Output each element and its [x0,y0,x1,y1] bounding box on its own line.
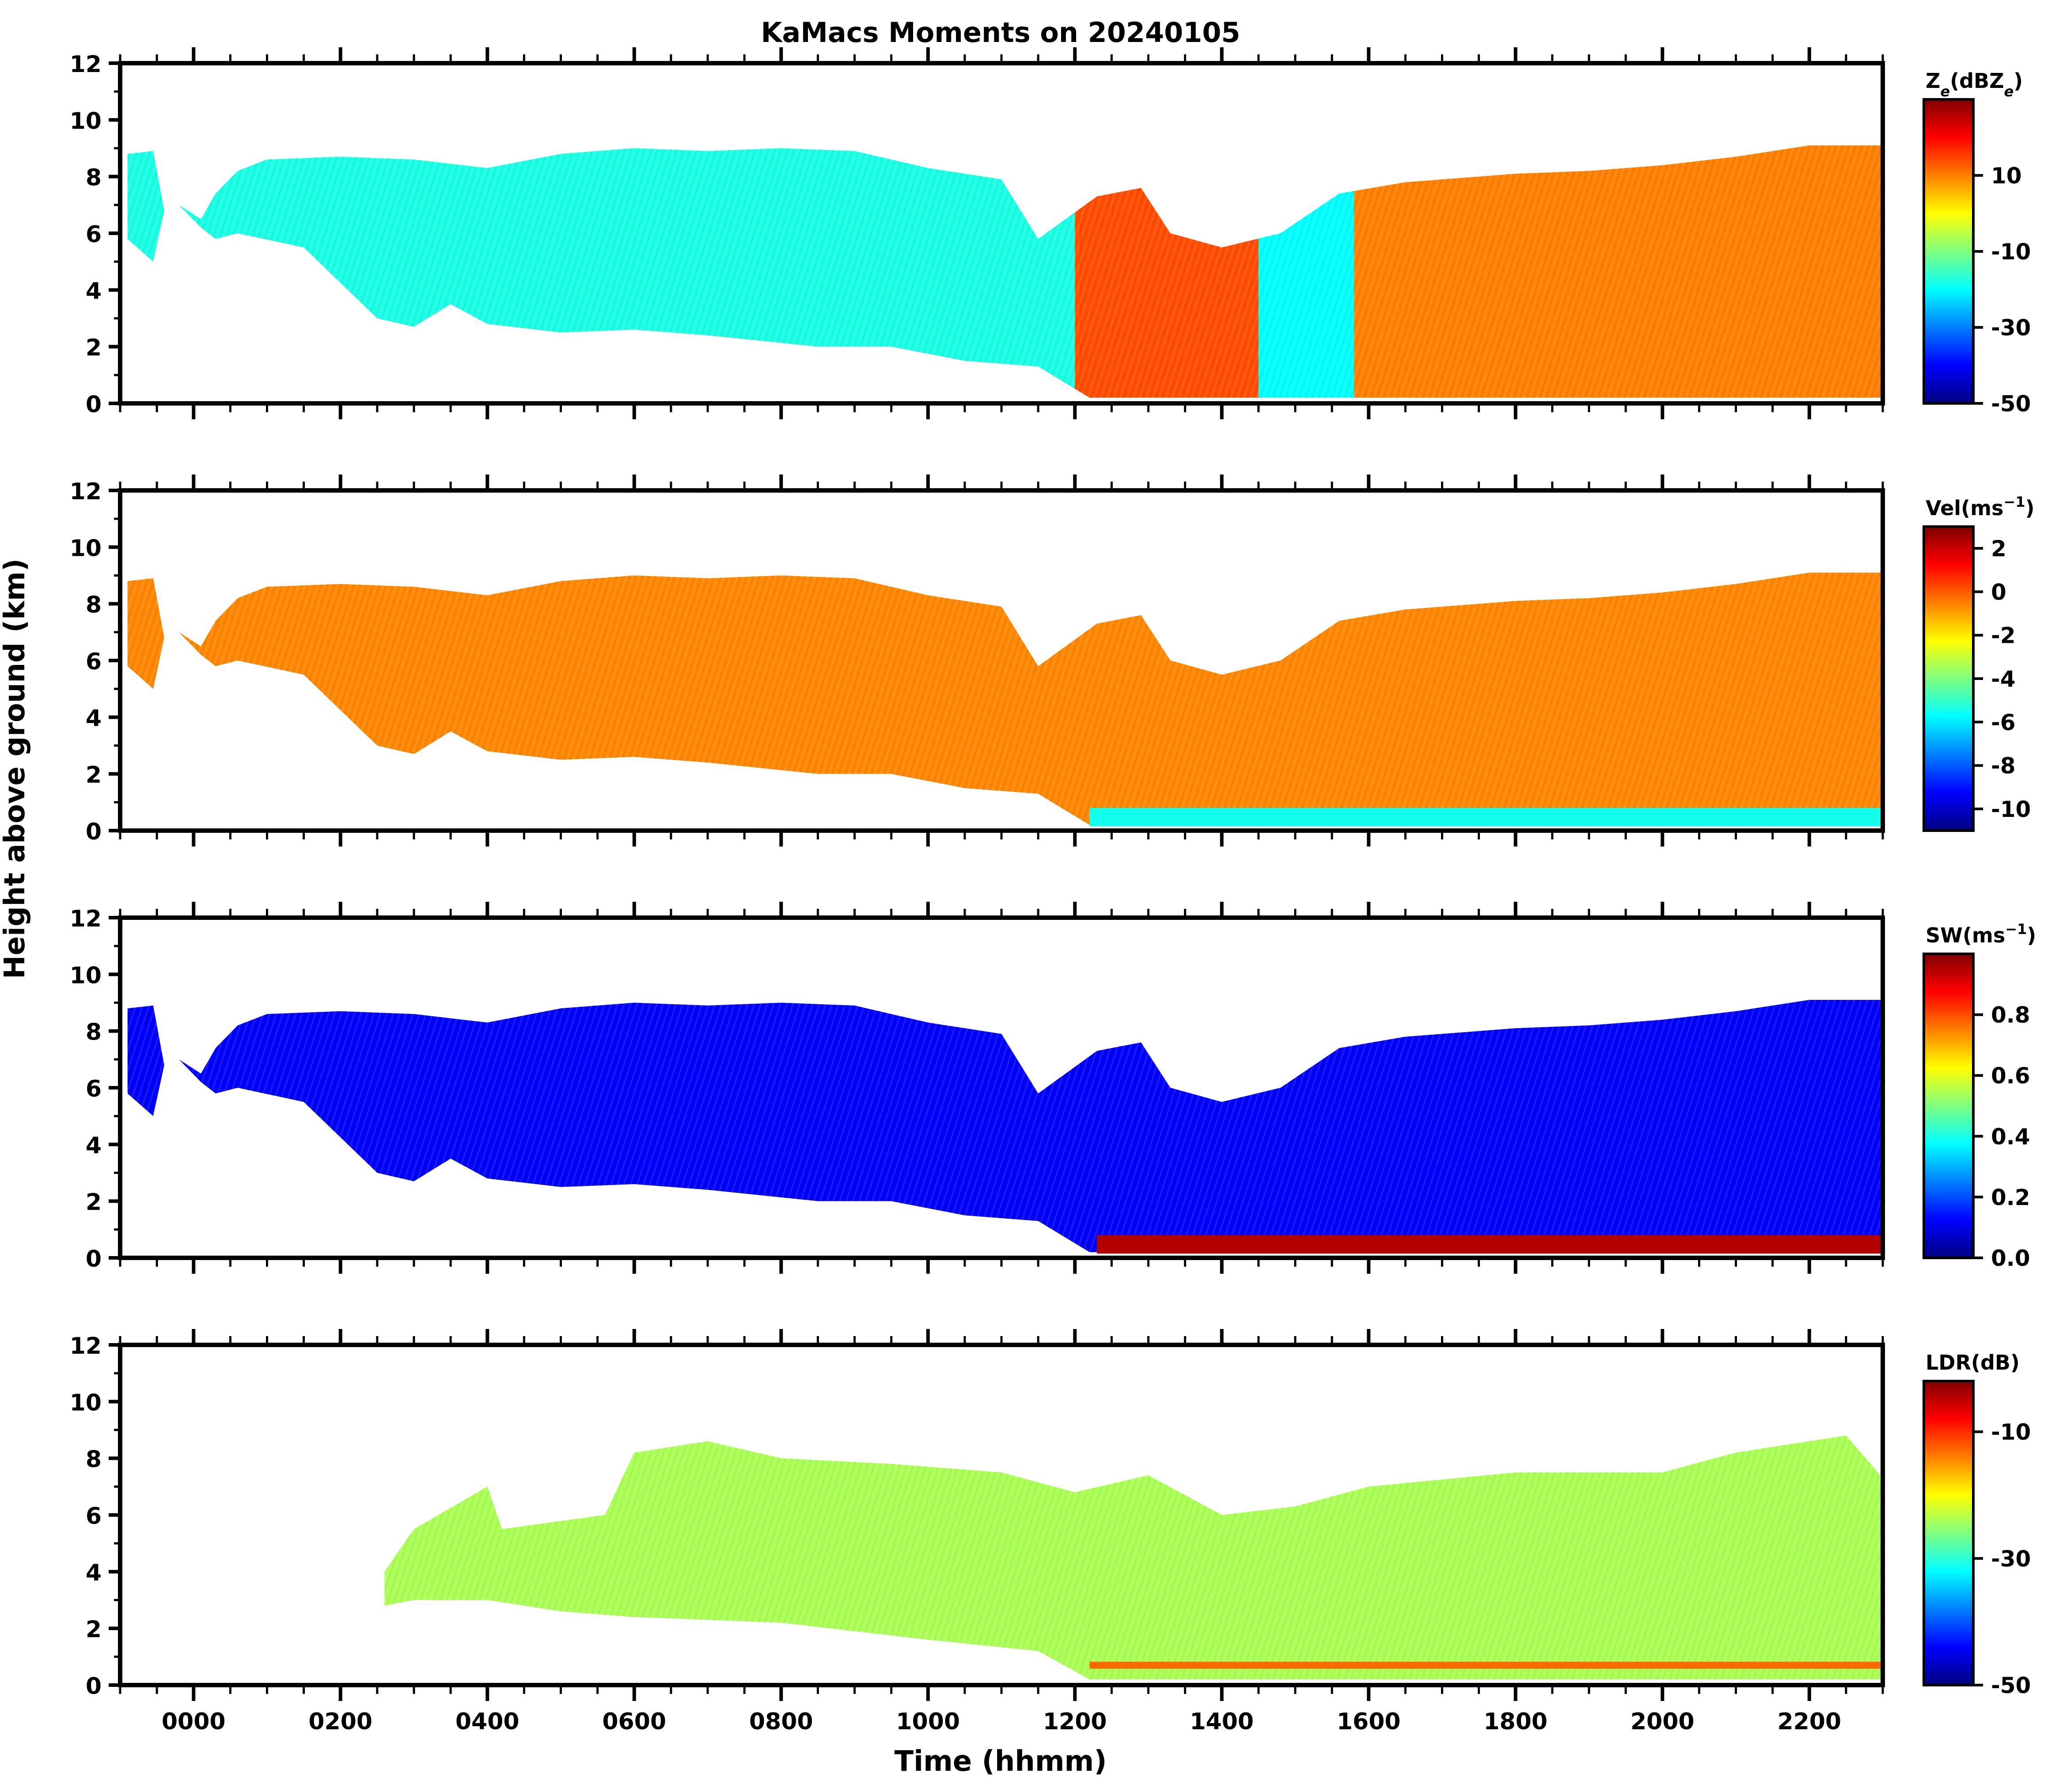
y-tick-label-ldr-6: 6 [86,1503,102,1530]
colorbar-tick-label-sw-0.4: 0.4 [1991,1124,2030,1150]
colorbar-tick-label-vel-2: 2 [1991,536,2006,562]
y-tick-label-ze-8: 8 [86,165,102,191]
x-tick-label-0600: 0600 [602,1708,666,1735]
colorbar-tick-label-vel-0: 0 [1991,579,2006,605]
surface-layer-vel [1089,808,1883,827]
colorbar-sw [1923,953,1975,1259]
colorbar-tick-label-ze--30: -30 [1991,315,2031,341]
x-tick-label-0000: 0000 [162,1708,226,1735]
y-tick-label-sw-6: 6 [86,1076,102,1102]
colorbar-label-vel: Vel(ms−1) [1926,494,2035,520]
y-tick-label-vel-10: 10 [70,535,102,562]
colorbar-tick-label-vel--6: -6 [1991,710,2016,735]
x-tick-label-0800: 0800 [749,1708,813,1735]
echo-field-vel [127,573,1883,825]
echo-field-ze [127,145,1883,398]
panel-ze: 0 2 4 6 8 10 12 10 -10 -30 -50 Ze(dBZe) [70,47,2031,419]
y-tick-label-sw-10: 10 [70,962,102,989]
colorbar-tick-label-vel--10: -10 [1991,797,2031,822]
x-tick-label-2000: 2000 [1631,1708,1695,1735]
y-tick-label-ze-2: 2 [86,335,102,361]
panel-vel: 0 2 4 6 8 10 12 2 0 -2 -4 -6 -8 -10 Vel(ms−1) [70,475,2035,847]
x-tick-label-1200: 1200 [1043,1708,1107,1735]
y-tick-label-vel-8: 8 [86,592,102,619]
colorbar-ldr [1923,1380,1975,1686]
x-tick-label-2200: 2200 [1777,1708,1841,1735]
y-tick-label-ldr-8: 8 [86,1447,102,1473]
echo-texture-ze [127,145,1883,398]
x-tick-label-1400: 1400 [1190,1708,1254,1735]
colorbar-tick-label-sw-0.8: 0.8 [1991,1002,2030,1028]
x-tick-label-0400: 0400 [455,1708,520,1735]
y-tick-label-ldr-10: 10 [70,1390,102,1416]
y-axis-label: Height above ground (km) [0,558,31,979]
echo-texture-sw [127,1000,1883,1253]
y-tick-label-sw-12: 12 [70,906,102,932]
y-tick-label-ze-6: 6 [86,221,102,248]
y-tick-label-ze-0: 0 [86,391,102,418]
panel-ldr: 0 2 4 6 8 10 12 0000 0200 0400 0600 0800 1000 1200 140… [70,1329,2031,1735]
y-tick-label-vel-6: 6 [86,649,102,675]
echo-texture-vel [127,573,1883,825]
colorbar-tick-label-ze--50: -50 [1991,391,2031,417]
x-tick-label-1000: 1000 [896,1708,960,1735]
y-tick-label-ze-4: 4 [86,278,102,304]
colorbar-tick-label-sw-0.2: 0.2 [1991,1185,2030,1210]
echo-texture-ldr [384,1435,1883,1680]
colorbar-tick-label-vel--4: -4 [1991,666,2016,692]
echo-field-sw [127,1000,1883,1253]
y-tick-label-ldr-12: 12 [70,1333,102,1359]
colorbar-label-sw: SW(ms−1) [1926,921,2036,947]
y-tick-label-ze-10: 10 [70,108,102,134]
colorbar-tick-label-ldr--10: -10 [1991,1420,2031,1445]
y-tick-label-sw-0: 0 [86,1246,102,1272]
y-tick-label-vel-0: 0 [86,819,102,845]
y-tick-label-sw-4: 4 [86,1132,102,1159]
colorbar-label-ze: Ze(dBZe) [1926,69,2023,100]
y-tick-label-vel-12: 12 [70,478,102,505]
colorbar-ze [1923,98,1975,405]
colorbar-tick-label-vel--2: -2 [1991,623,2016,649]
y-tick-label-ze-12: 12 [70,51,102,78]
colorbar-tick-label-vel--8: -8 [1991,753,2016,779]
colorbar-tick-label-sw-0.6: 0.6 [1991,1063,2030,1089]
x-tick-label-0200: 0200 [308,1708,372,1735]
echo-field-ldr [384,1435,1883,1680]
colorbar-tick-label-ldr--30: -30 [1991,1546,2031,1572]
y-tick-label-vel-2: 2 [86,762,102,789]
colorbar-label-ldr: LDR(dB) [1926,1351,2020,1374]
colorbar-vel [1923,525,1975,832]
surface-layer-sw [1097,1235,1883,1254]
y-tick-label-vel-4: 4 [86,705,102,732]
colorbar-tick-label-ze--10: -10 [1991,239,2031,265]
x-axis-label: Time (hhmm) [895,1745,1107,1778]
x-tick-label-1600: 1600 [1337,1708,1401,1735]
y-tick-label-ldr-0: 0 [86,1673,102,1700]
figure-title: KaMacs Moments on 20240105 [761,16,1240,49]
colorbar-tick-label-ze-10: 10 [1991,163,2022,189]
colorbar-tick-label-sw-0.0: 0.0 [1991,1245,2030,1271]
colorbar-tick-label-ldr--50: -50 [1991,1673,2031,1698]
y-tick-label-sw-2: 2 [86,1189,102,1216]
y-tick-label-ldr-4: 4 [86,1560,102,1586]
y-tick-label-sw-8: 8 [86,1019,102,1046]
melting-layer-ldr [1089,1662,1883,1669]
panel-sw: 0 2 4 6 8 10 12 0.8 0.6 0.4 0.2 0.0 SW(ms−1) [70,902,2036,1274]
y-tick-label-ldr-2: 2 [86,1617,102,1643]
x-tick-label-1800: 1800 [1483,1708,1547,1735]
